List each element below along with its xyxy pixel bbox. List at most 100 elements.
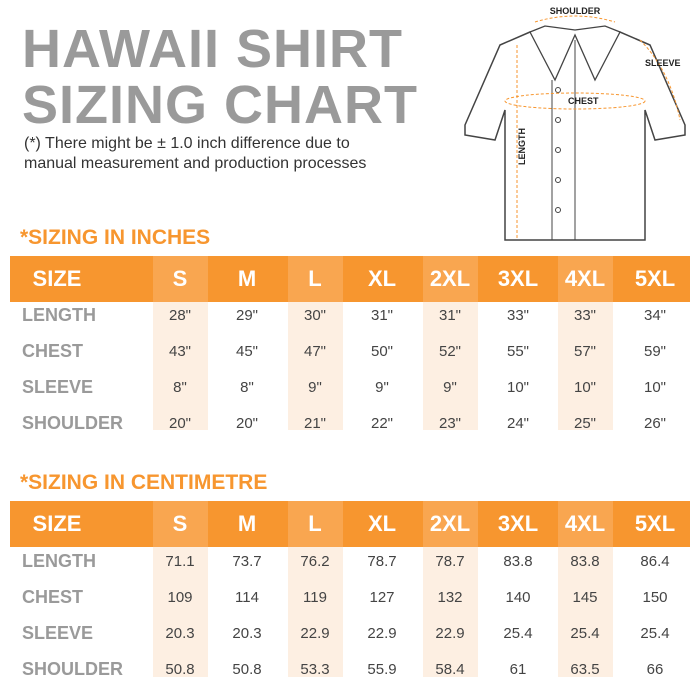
size-header-m: M — [237, 511, 257, 536]
row-label-chest: CHEST — [22, 341, 84, 361]
size-header-s: S — [172, 266, 188, 291]
title-line-2: SIZING CHART — [22, 75, 418, 135]
column-highlight — [288, 302, 343, 430]
cm-heading: *SIZING IN CENTIMETRE — [20, 471, 268, 494]
row-label-length: LENGTH — [22, 305, 96, 325]
size-header-4xl: 4XL — [564, 266, 606, 291]
cell-value: 9" — [308, 379, 322, 396]
cell-value: 20.3 — [165, 625, 195, 642]
cell-value: 31" — [438, 307, 461, 324]
column-highlight — [288, 547, 343, 677]
header-row: SIZE S M L XL 2XL 3XL 4XL 5XL — [10, 501, 690, 547]
cell-value: 140 — [505, 589, 531, 606]
cell-value: 9" — [443, 379, 457, 396]
cell-value: 8" — [173, 379, 187, 396]
cell-value: 30" — [303, 307, 326, 324]
cell-value: 20.3 — [232, 625, 262, 642]
cell-value: 132 — [437, 589, 463, 606]
note-line-1: (*) There might be ± 1.0 inch difference… — [24, 135, 350, 152]
cell-value: 57" — [573, 343, 596, 360]
column-highlight — [153, 302, 208, 430]
cell-value: 20" — [235, 415, 258, 432]
size-header-2xl: 2XL — [429, 511, 471, 536]
header-highlight — [558, 501, 613, 547]
disclaimer-note: (*) There might be ± 1.0 inch difference… — [24, 134, 444, 174]
cell-value: 50.8 — [232, 661, 262, 678]
header-row: SIZE S M L XL 2XL 3XL 4XL 5XL — [10, 256, 690, 302]
cell-value: 10" — [573, 379, 596, 396]
title-line-1: HAWAII SHIRT — [22, 19, 404, 79]
size-header-l: L — [308, 266, 322, 291]
size-header-2xl: 2XL — [429, 266, 471, 291]
cell-value: 9" — [375, 379, 389, 396]
cell-value: 55.9 — [367, 661, 397, 678]
cell-value: 33" — [573, 307, 596, 324]
cell-value: 78.7 — [367, 553, 397, 570]
cell-value: 10" — [506, 379, 529, 396]
cell-value: 71.1 — [165, 553, 195, 570]
length-label: LENGTH — [517, 128, 527, 165]
cell-value: 58.4 — [435, 661, 465, 678]
cell-value: 22.9 — [367, 625, 397, 642]
cell-value: 33" — [506, 307, 529, 324]
cell-value: 127 — [369, 589, 395, 606]
header-highlight — [423, 256, 478, 302]
cell-value: 22.9 — [435, 625, 465, 642]
cell-value: 52" — [438, 343, 461, 360]
column-highlight — [558, 547, 613, 677]
cm-table: SIZE S M L XL 2XL 3XL 4XL 5XL LENGTH 71.1 73.7 76.2 7… — [10, 501, 690, 679]
cell-value: 43" — [168, 343, 191, 360]
cell-value: 83.8 — [570, 553, 600, 570]
cell-value: 25.4 — [503, 625, 533, 642]
cell-value: 86.4 — [640, 553, 670, 570]
cell-value: 50" — [370, 343, 393, 360]
cell-value: 61 — [509, 661, 527, 678]
size-header-5xl: 5XL — [634, 511, 676, 536]
cell-value: 25.4 — [640, 625, 670, 642]
cell-value: 114 — [235, 589, 259, 606]
cell-value: 66 — [646, 661, 664, 678]
shoulder-label: SHOULDER — [550, 6, 601, 16]
header-highlight — [288, 256, 343, 302]
size-header-s: S — [172, 511, 188, 536]
cell-value: 119 — [303, 589, 327, 606]
row-label-sleeve: SLEEVE — [22, 623, 94, 643]
size-header: SIZE — [32, 266, 82, 291]
header-highlight — [153, 256, 208, 302]
cell-value: 22" — [370, 415, 393, 432]
size-header-3xl: 3XL — [497, 266, 539, 291]
inches-table: SIZE S M L XL 2XL 3XL 4XL 5XL LENGTH 28" 29" 30" 31" 3… — [10, 256, 690, 433]
cell-value: 45" — [235, 343, 258, 360]
column-highlight — [423, 302, 478, 430]
cell-value: 21" — [303, 415, 326, 432]
cell-value: 63.5 — [570, 661, 600, 678]
size-header-5xl: 5XL — [634, 266, 676, 291]
cell-value: 109 — [167, 589, 193, 606]
cell-value: 24" — [506, 415, 529, 432]
size-header: SIZE — [32, 511, 82, 536]
note-line-2: manual measurement and production proces… — [24, 155, 367, 172]
header-highlight — [423, 501, 478, 547]
sleeve-label: SLEEVE — [645, 58, 681, 68]
column-highlight — [153, 547, 208, 677]
cell-value: 145 — [572, 589, 598, 606]
cell-value: 23" — [438, 415, 461, 432]
cell-value: 31" — [370, 307, 393, 324]
cell-value: 53.3 — [300, 661, 330, 678]
chest-label: CHEST — [568, 96, 599, 106]
cell-value: 55" — [506, 343, 529, 360]
column-highlight — [423, 547, 478, 677]
shirt-diagram: SHOULDER SLEEVE CHEST LENGTH — [464, 6, 686, 241]
cell-value: 22.9 — [300, 625, 330, 642]
cell-value: 47" — [303, 343, 326, 360]
size-header-xl: XL — [367, 511, 397, 536]
row-label-shoulder: SHOULDER — [22, 659, 124, 679]
cell-value: 25" — [573, 415, 596, 432]
cell-value: 29" — [235, 307, 258, 324]
cell-value: 26" — [643, 415, 666, 432]
row-label-length: LENGTH — [22, 551, 96, 571]
cell-value: 150 — [642, 589, 668, 606]
cell-value: 50.8 — [165, 661, 195, 678]
size-header-4xl: 4XL — [564, 511, 606, 536]
row-label-sleeve: SLEEVE — [22, 377, 94, 397]
